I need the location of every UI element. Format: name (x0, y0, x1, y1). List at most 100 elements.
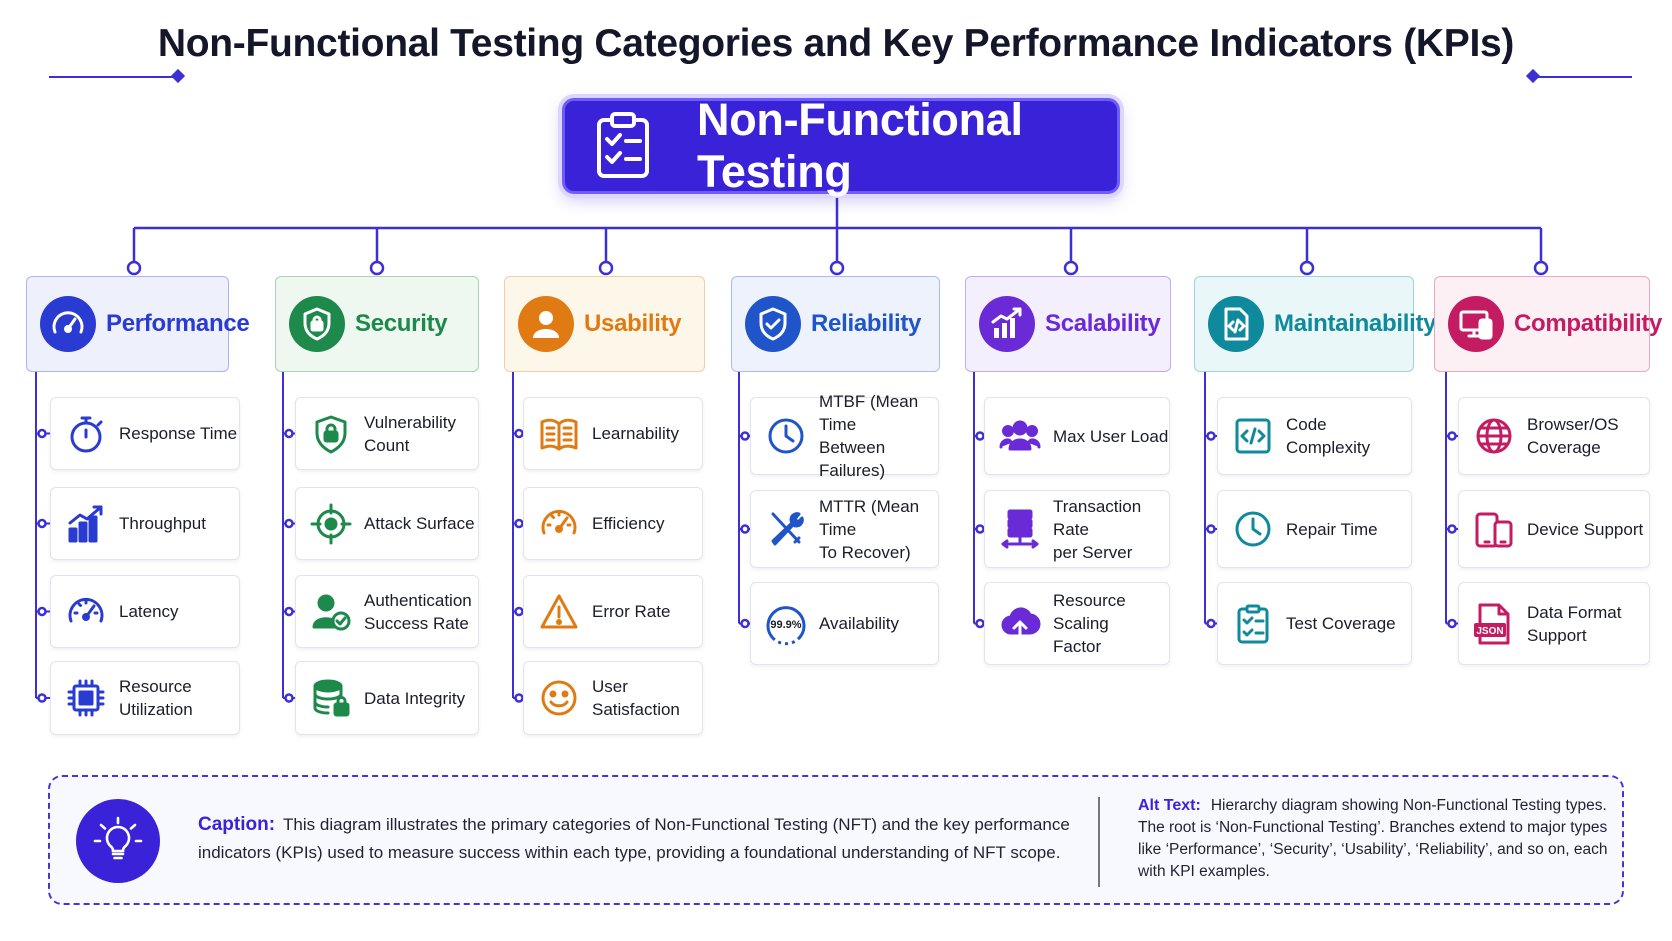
kpi-label: Availability (819, 614, 900, 633)
kpi-node (975, 618, 985, 629)
kpi-label: MTBF (Mean Time Between Failures) (819, 392, 919, 480)
category-label: Scalability (1045, 310, 1161, 337)
kpi-card-device-support: Device Support (1458, 490, 1650, 568)
globe-icon (1471, 413, 1517, 459)
shield-lock-icon (308, 411, 354, 457)
kpi-node (740, 524, 750, 534)
kpi-card-test-coverage: Test Coverage (1217, 582, 1412, 665)
kpi-card-max-user-load: Max User Load (984, 397, 1170, 475)
title-divider-right (1532, 76, 1632, 78)
kpi-node (740, 431, 750, 441)
kpi-node (37, 428, 47, 439)
kpi-node (514, 428, 524, 439)
clock-icon (1230, 506, 1276, 552)
kpi-node (284, 606, 294, 617)
kpi-label: Latency (119, 602, 179, 621)
code-file-icon (1208, 296, 1264, 352)
category-label: Security (355, 310, 448, 337)
kpi-card-throughput: Throughput (50, 487, 240, 560)
category-label: Reliability (811, 310, 922, 337)
kpi-card-repair-time: Repair Time (1217, 490, 1412, 568)
kpi-label: Data Integrity (364, 688, 466, 708)
kpi-node (37, 606, 47, 617)
kpi-label: Attack Surface (364, 514, 475, 533)
growth-chart-icon (979, 296, 1035, 352)
clock-icon (763, 413, 809, 459)
category-compatibility: Compatibility (1434, 276, 1662, 372)
category-label: Maintainability (1274, 310, 1437, 337)
kpi-node (514, 518, 524, 529)
kpi-card-mtbf-mean-time-between-failures: MTBF (Mean Time Between Failures) (750, 392, 939, 480)
shield-lock-icon (289, 296, 345, 352)
kpi-card-resource-utilization: Resource Utilization (50, 661, 240, 735)
warning-triangle-icon (536, 589, 582, 635)
speedometer-icon (40, 296, 96, 352)
kpi-card-mttr-mean-time-to-recover: MTTR (Mean Time To Recover) (750, 490, 939, 568)
stopwatch-icon (63, 411, 109, 457)
branch-node-scalability (1063, 260, 1079, 276)
kpi-node (514, 693, 524, 703)
branch-node-usability (598, 260, 614, 276)
cpu-chip-icon (63, 675, 109, 721)
category-label: Usability (584, 310, 682, 337)
code-window-icon (1230, 413, 1276, 459)
cloud-upload-icon (997, 601, 1043, 647)
caption-key: Caption: (198, 814, 276, 835)
caption-text-block: Caption: This diagram illustrates the pri… (198, 811, 1078, 867)
kpi-label: Repair Time (1286, 519, 1378, 539)
alt-text-key: Alt Text: (1138, 797, 1201, 814)
kpi-label: Transaction Rate per Server (1053, 496, 1142, 562)
category-performance: Performance (26, 276, 250, 372)
kpi-node (284, 693, 294, 703)
kpi-label: Authentication Success Rate (364, 590, 472, 633)
kpi-node (37, 693, 47, 703)
lightbulb-icon (76, 799, 160, 883)
database-lock-icon (308, 675, 354, 721)
alt-text-body: Hierarchy diagram showing Non-Functional… (1138, 797, 1608, 880)
kpi-node (1206, 431, 1216, 441)
kpi-label: User Satisfaction (592, 677, 680, 719)
kpi-node (284, 428, 294, 439)
json-file-icon: JSON (1471, 601, 1517, 647)
svg-text:99.9%: 99.9% (770, 619, 801, 631)
kpi-card-error-rate: Error Rate (523, 575, 703, 648)
kpi-card-learnability: Learnability (523, 397, 703, 470)
caption-panel: Caption: This diagram illustrates the pri… (48, 775, 1624, 905)
category-usability: Usability (504, 276, 705, 372)
kpi-node (975, 524, 985, 534)
open-book-icon (536, 411, 582, 457)
category-maintainability: Maintainability (1194, 276, 1437, 372)
kpi-label: Efficiency (592, 514, 665, 533)
kpi-node (975, 431, 985, 441)
category-security: Security (275, 276, 479, 372)
caption-divider (1098, 797, 1100, 887)
kpi-card-browser-os-coverage: Browser/OS Coverage (1458, 397, 1650, 475)
diagram-title: Non-Functional Testing Categories and Ke… (157, 22, 1515, 65)
kpi-label: Browser/OS Coverage (1527, 415, 1619, 457)
kpi-card-authentication-success-rate: Authentication Success Rate (295, 575, 479, 648)
kpi-label: Code Complexity (1286, 415, 1371, 457)
kpi-card-efficiency: Efficiency (523, 487, 703, 560)
title-divider-left (49, 76, 179, 78)
branch-node-security (369, 260, 385, 276)
kpi-label: Response Time (119, 424, 238, 443)
kpi-card-transaction-rate-per-server: Transaction Rate per Server (984, 490, 1170, 568)
users-group-icon (997, 413, 1043, 459)
branch-node-performance (126, 260, 142, 276)
user-check-icon (308, 589, 354, 635)
branch-node-maintainability (1299, 260, 1315, 276)
phone-tablet-icon (1471, 506, 1517, 552)
shield-check-icon (745, 296, 801, 352)
kpi-label: Data Format Support (1527, 602, 1622, 645)
kpi-label: MTTR (Mean Time To Recover) (819, 496, 920, 562)
smiley-icon (536, 675, 582, 721)
kpi-node (740, 618, 750, 629)
clipboard-checklist-icon (595, 112, 651, 180)
kpi-node (1206, 524, 1216, 534)
kpi-card-vulnerability-count: Vulnerability Count (295, 397, 479, 470)
kpi-label: Max User Load (1053, 426, 1169, 446)
gauge-icon (536, 501, 582, 547)
kpi-label: Test Coverage (1286, 614, 1396, 633)
kpi-card-availability: 99.9% Availability (750, 582, 939, 665)
kpi-card-data-format-support: JSON Data Format Support (1458, 582, 1650, 665)
